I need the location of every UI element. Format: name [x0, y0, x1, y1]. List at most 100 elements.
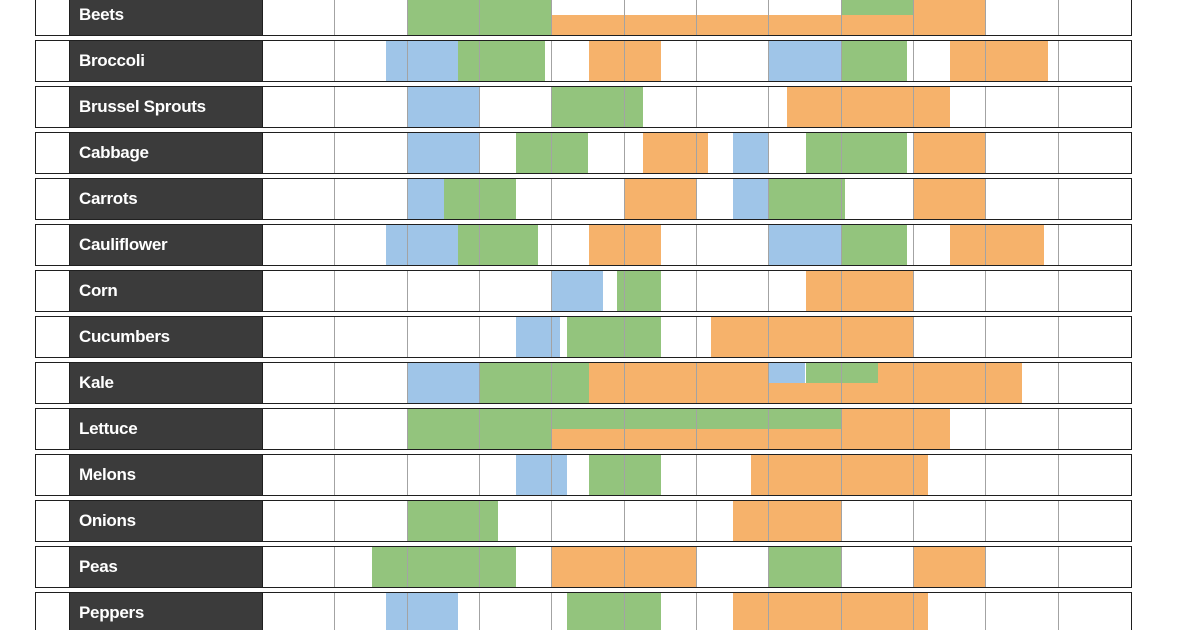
table-row: Melons — [35, 454, 1132, 496]
orange-segment — [552, 547, 697, 587]
row-month-grid — [263, 363, 1131, 403]
row-month-grid — [263, 41, 1131, 81]
orange-segment — [877, 363, 1023, 403]
month-cell — [1059, 179, 1131, 219]
month-cell — [1059, 547, 1131, 587]
blue-segment — [733, 133, 770, 173]
row-month-grid — [263, 0, 1131, 35]
orange-segment — [624, 179, 697, 219]
orange-segment — [642, 133, 708, 173]
row-spacer-cell — [36, 0, 70, 35]
orange-segment — [769, 383, 878, 403]
month-cell — [335, 455, 408, 495]
month-cell — [1059, 271, 1131, 311]
month-cell — [263, 0, 336, 35]
month-cell — [914, 271, 987, 311]
blue-segment — [385, 593, 459, 630]
orange-segment — [914, 0, 987, 35]
green-segment — [588, 455, 661, 495]
row-spacer-cell — [36, 133, 70, 173]
month-cell — [986, 317, 1059, 357]
green-segment — [552, 87, 643, 127]
month-cell — [263, 363, 336, 403]
table-row: Brussel Sprouts — [35, 86, 1132, 128]
blue-segment — [407, 179, 444, 219]
orange-segment — [841, 409, 951, 449]
table-row: Beets — [35, 0, 1132, 36]
month-cell — [335, 0, 408, 35]
orange-segment — [552, 429, 842, 449]
month-cell — [263, 547, 336, 587]
month-cell — [697, 225, 770, 265]
row-label: Cauliflower — [70, 225, 263, 265]
month-cell — [1059, 593, 1131, 630]
blue-segment — [733, 179, 770, 219]
row-spacer-cell — [36, 455, 70, 495]
month-cell — [1059, 41, 1131, 81]
row-spacer-cell — [36, 409, 70, 449]
month-cell — [263, 225, 336, 265]
month-cell — [697, 271, 770, 311]
month-cell — [263, 455, 336, 495]
table-row: Peppers — [35, 592, 1132, 630]
blue-segment — [385, 225, 459, 265]
green-segment — [805, 363, 878, 383]
row-label: Kale — [70, 363, 263, 403]
month-cell — [408, 455, 480, 495]
month-cell — [335, 363, 408, 403]
row-spacer-cell — [36, 87, 70, 127]
orange-segment — [914, 547, 987, 587]
month-cell — [986, 271, 1059, 311]
green-segment — [371, 547, 517, 587]
month-cell — [842, 501, 914, 541]
month-cell — [1059, 225, 1131, 265]
orange-segment — [805, 271, 914, 311]
month-cell — [914, 501, 987, 541]
month-cell — [1059, 363, 1131, 403]
month-cell — [986, 87, 1059, 127]
orange-segment — [711, 317, 914, 357]
row-month-grid — [263, 225, 1131, 265]
planting-calendar-chart: Beets Broccoli Brussel Sprouts Cabbage Carro… — [35, 0, 1132, 630]
row-month-grid — [263, 455, 1131, 495]
row-label: Beets — [70, 0, 263, 35]
month-cell — [986, 133, 1059, 173]
orange-segment — [588, 41, 661, 81]
blue-segment — [407, 363, 480, 403]
month-cell — [1059, 409, 1131, 449]
green-segment — [443, 179, 517, 219]
row-spacer-cell — [36, 593, 70, 630]
month-cell — [335, 87, 408, 127]
row-month-grid — [263, 501, 1131, 541]
month-cell — [986, 547, 1059, 587]
orange-segment — [733, 593, 929, 630]
orange-segment — [751, 455, 929, 495]
table-row: Carrots — [35, 178, 1132, 220]
month-cell — [263, 41, 336, 81]
month-cell — [842, 547, 914, 587]
row-label: Brussel Sprouts — [70, 87, 263, 127]
row-label: Peas — [70, 547, 263, 587]
month-cell — [263, 179, 336, 219]
orange-segment — [787, 87, 951, 127]
row-month-grid — [263, 317, 1131, 357]
blue-segment — [769, 225, 842, 265]
row-label: Lettuce — [70, 409, 263, 449]
row-month-grid — [263, 271, 1131, 311]
table-row: Kale — [35, 362, 1132, 404]
green-segment — [407, 0, 553, 35]
row-month-grid — [263, 547, 1131, 587]
month-cell — [1059, 501, 1131, 541]
row-spacer-cell — [36, 271, 70, 311]
month-cell — [697, 41, 770, 81]
blue-segment — [407, 133, 480, 173]
row-spacer-cell — [36, 179, 70, 219]
table-row: Corn — [35, 270, 1132, 312]
month-cell — [1059, 317, 1131, 357]
month-cell — [986, 501, 1059, 541]
orange-segment — [552, 15, 914, 35]
month-cell — [1059, 133, 1131, 173]
blue-segment — [407, 87, 480, 127]
table-row: Cabbage — [35, 132, 1132, 174]
